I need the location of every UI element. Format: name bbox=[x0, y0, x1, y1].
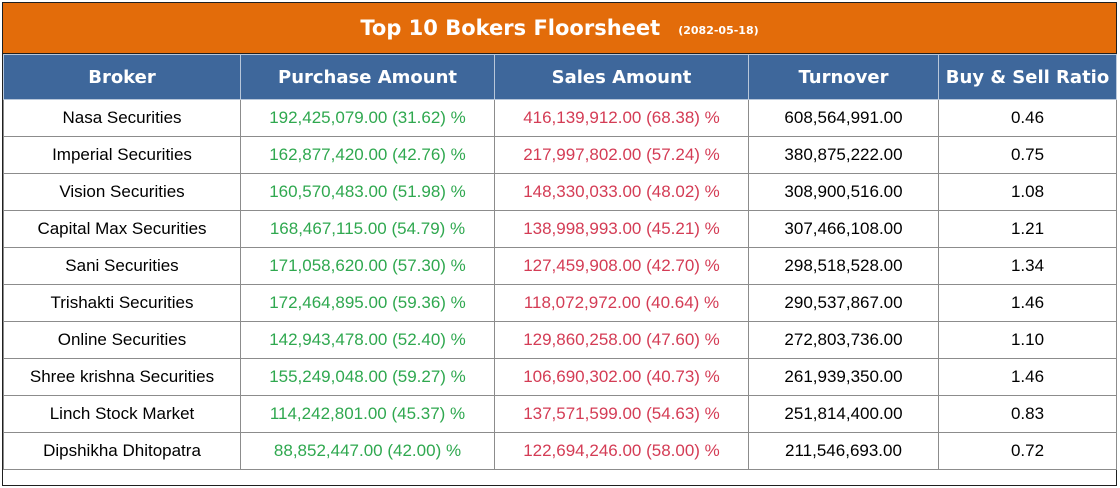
table-row: Linch Stock Market 114,242,801.00 (45.37)… bbox=[3, 395, 1117, 433]
column-header-buy-sell-ratio: Buy & Sell Ratio bbox=[938, 54, 1117, 100]
purchase-amount-cell: 160,570,483.00 (51.98) % bbox=[240, 173, 495, 211]
floorsheet-table: Broker Purchase Amount Sales Amount Turn… bbox=[3, 54, 1117, 470]
column-header-broker: Broker bbox=[3, 54, 241, 100]
header-row: Broker Purchase Amount Sales Amount Turn… bbox=[3, 54, 1117, 100]
sales-amount-cell: 148,330,033.00 (48.02) % bbox=[494, 173, 749, 211]
broker-cell: Trishakti Securities bbox=[3, 284, 241, 322]
purchase-amount-cell: 142,943,478.00 (52.40) % bbox=[240, 321, 495, 359]
turnover-cell: 608,564,991.00 bbox=[748, 99, 939, 137]
broker-cell: Shree krishna Securities bbox=[3, 358, 241, 396]
turnover-cell: 211,546,693.00 bbox=[748, 432, 939, 470]
column-header-purchase-amount: Purchase Amount bbox=[240, 54, 495, 100]
purchase-amount-cell: 192,425,079.00 (31.62) % bbox=[240, 99, 495, 137]
sales-amount-cell: 217,997,802.00 (57.24) % bbox=[494, 136, 749, 174]
table-row: Shree krishna Securities 155,249,048.00 (… bbox=[3, 358, 1117, 396]
table-row: Nasa Securities 192,425,079.00 (31.62) % 4… bbox=[3, 99, 1117, 137]
purchase-amount-cell: 88,852,447.00 (42.00) % bbox=[240, 432, 495, 470]
table-row: Dipshikha Dhitopatra 88,852,447.00 (42.00… bbox=[3, 432, 1117, 470]
broker-cell: Nasa Securities bbox=[3, 99, 241, 137]
purchase-amount-cell: 162,877,420.00 (42.76) % bbox=[240, 136, 495, 174]
sales-amount-cell: 106,690,302.00 (40.73) % bbox=[494, 358, 749, 396]
column-header-turnover: Turnover bbox=[748, 54, 939, 100]
turnover-cell: 290,537,867.00 bbox=[748, 284, 939, 322]
broker-cell: Vision Securities bbox=[3, 173, 241, 211]
turnover-cell: 251,814,400.00 bbox=[748, 395, 939, 433]
sheet-date: (2082-05-18) bbox=[678, 23, 759, 37]
table-row: Imperial Securities 162,877,420.00 (42.76… bbox=[3, 136, 1117, 174]
broker-cell: Sani Securities bbox=[3, 247, 241, 285]
broker-cell: Dipshikha Dhitopatra bbox=[3, 432, 241, 470]
buy-sell-ratio-cell: 0.46 bbox=[938, 99, 1117, 137]
table-row: Vision Securities 160,570,483.00 (51.98) … bbox=[3, 173, 1117, 211]
buy-sell-ratio-cell: 1.46 bbox=[938, 358, 1117, 396]
purchase-amount-cell: 155,249,048.00 (59.27) % bbox=[240, 358, 495, 396]
turnover-cell: 307,466,108.00 bbox=[748, 210, 939, 248]
table-row: Trishakti Securities 172,464,895.00 (59.3… bbox=[3, 284, 1117, 322]
sales-amount-cell: 137,571,599.00 (54.63) % bbox=[494, 395, 749, 433]
buy-sell-ratio-cell: 1.08 bbox=[938, 173, 1117, 211]
purchase-amount-cell: 171,058,620.00 (57.30) % bbox=[240, 247, 495, 285]
buy-sell-ratio-cell: 1.21 bbox=[938, 210, 1117, 248]
buy-sell-ratio-cell: 0.75 bbox=[938, 136, 1117, 174]
sales-amount-cell: 129,860,258.00 (47.60) % bbox=[494, 321, 749, 359]
purchase-amount-cell: 168,467,115.00 (54.79) % bbox=[240, 210, 495, 248]
broker-cell: Imperial Securities bbox=[3, 136, 241, 174]
sales-amount-cell: 416,139,912.00 (68.38) % bbox=[494, 99, 749, 137]
turnover-cell: 380,875,222.00 bbox=[748, 136, 939, 174]
sales-amount-cell: 118,072,972.00 (40.64) % bbox=[494, 284, 749, 322]
sheet-title: Top 10 Bokers Floorsheet bbox=[360, 16, 661, 40]
sales-amount-cell: 127,459,908.00 (42.70) % bbox=[494, 247, 749, 285]
broker-cell: Online Securities bbox=[3, 321, 241, 359]
buy-sell-ratio-cell: 1.34 bbox=[938, 247, 1117, 285]
buy-sell-ratio-cell: 0.83 bbox=[938, 395, 1117, 433]
turnover-cell: 261,939,350.00 bbox=[748, 358, 939, 396]
buy-sell-ratio-cell: 1.46 bbox=[938, 284, 1117, 322]
table-body: Nasa Securities 192,425,079.00 (31.62) % 4… bbox=[3, 99, 1117, 470]
purchase-amount-cell: 114,242,801.00 (45.37) % bbox=[240, 395, 495, 433]
turnover-cell: 308,900,516.00 bbox=[748, 173, 939, 211]
purchase-amount-cell: 172,464,895.00 (59.36) % bbox=[240, 284, 495, 322]
turnover-cell: 298,518,528.00 bbox=[748, 247, 939, 285]
buy-sell-ratio-cell: 1.10 bbox=[938, 321, 1117, 359]
sales-amount-cell: 138,998,993.00 (45.21) % bbox=[494, 210, 749, 248]
table-row: Sani Securities 171,058,620.00 (57.30) % 1… bbox=[3, 247, 1117, 285]
broker-cell: Capital Max Securities bbox=[3, 210, 241, 248]
table-row: Capital Max Securities 168,467,115.00 (54… bbox=[3, 210, 1117, 248]
sales-amount-cell: 122,694,246.00 (58.00) % bbox=[494, 432, 749, 470]
table-row: Online Securities 142,943,478.00 (52.40) … bbox=[3, 321, 1117, 359]
column-header-sales-amount: Sales Amount bbox=[494, 54, 749, 100]
buy-sell-ratio-cell: 0.72 bbox=[938, 432, 1117, 470]
broker-cell: Linch Stock Market bbox=[3, 395, 241, 433]
turnover-cell: 272,803,736.00 bbox=[748, 321, 939, 359]
title-bar: Top 10 Bokers Floorsheet (2082-05-18) bbox=[3, 3, 1116, 54]
